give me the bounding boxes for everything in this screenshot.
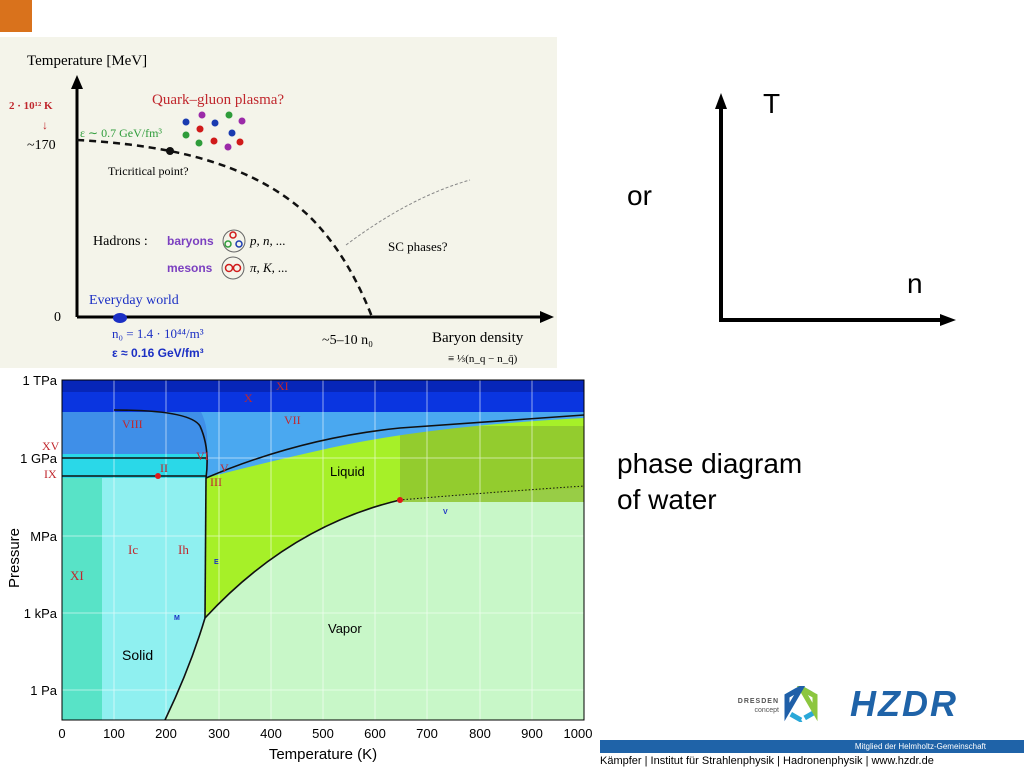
xi-region xyxy=(62,476,102,720)
ih-label: Ih xyxy=(178,542,189,557)
qcd-phase-diagram: Temperature [MeV] 2 · 10¹² K ↓ ~170 0 Qu… xyxy=(0,37,557,370)
solid-label: Solid xyxy=(122,647,153,663)
hzdr-logo-text: HZDR xyxy=(850,683,958,724)
water-phase-diagram: Liquid Vapor Solid Ic Ih XI VIII VII X X… xyxy=(0,368,600,768)
hzdr-logo: HZDR xyxy=(850,684,958,724)
water-caption-line2: of water xyxy=(617,484,717,515)
water-caption-line1: phase diagram xyxy=(617,448,803,479)
temp-down-arrow: ↓ xyxy=(42,118,48,132)
critical-point xyxy=(397,497,403,503)
x-tick-1000: 1000 xyxy=(564,726,593,741)
xi-top-label: XI xyxy=(276,379,289,393)
tricritical-label: Tricritical point? xyxy=(108,164,189,178)
point-v-label: V xyxy=(443,509,448,516)
everyday-world-label: Everyday world xyxy=(89,293,179,308)
ic-label: Ic xyxy=(128,542,138,557)
tick-0: 0 xyxy=(54,310,61,325)
temperature-axis-title: Temperature (K) xyxy=(269,746,377,763)
dresden-line1: DRESDEN xyxy=(737,698,779,705)
sc-phases-label: SC phases? xyxy=(388,239,448,254)
epsilon-label: ε ≈ 0.16 GeV/fm³ xyxy=(112,346,204,360)
schematic-n-label: n xyxy=(907,268,923,299)
x-tick-700: 700 xyxy=(416,726,438,741)
y-tick-1tpa: 1 TPa xyxy=(23,373,58,388)
ii-label: II xyxy=(160,461,168,475)
y-tick-1pa: 1 Pa xyxy=(30,683,58,698)
water-phase-boundaries xyxy=(62,409,585,721)
x-tick-300: 300 xyxy=(208,726,230,741)
quark-dots xyxy=(182,111,246,151)
x-tick-600: 600 xyxy=(364,726,386,741)
helmholtz-member-text: Mitglied der Helmholtz-Gemeinschaft xyxy=(854,742,986,751)
x-tick-400: 400 xyxy=(260,726,282,741)
accent-square xyxy=(0,0,32,32)
schematic-x-arrowhead xyxy=(940,314,956,326)
x-tick-label: ~5–10 n₀ xyxy=(322,333,373,348)
y-tick-mpa: MPa xyxy=(30,529,58,544)
triple-point-ii xyxy=(155,473,161,479)
x-tick-200: 200 xyxy=(155,726,177,741)
water-grid xyxy=(62,380,584,720)
schematic-y-arrowhead xyxy=(715,93,727,109)
temp-kelvin-label: 2 · 10¹² K xyxy=(9,100,53,112)
pressure-axis-title: Pressure xyxy=(6,528,23,588)
qcd-y-arrowhead xyxy=(71,75,83,89)
dresden-concept-logo: DRESDEN concept xyxy=(735,684,825,724)
energy-density-label: ε ∼ 0.7 GeV/fm³ xyxy=(80,126,162,140)
everyday-world-point xyxy=(113,313,127,323)
water-plot-frame xyxy=(61,379,585,721)
water-caption: phase diagram of water xyxy=(617,446,802,518)
x-tick-900: 900 xyxy=(521,726,543,741)
y-tick-1kpa: 1 kPa xyxy=(24,606,58,621)
x-tick-100: 100 xyxy=(103,726,125,741)
vii-label: VII xyxy=(284,413,301,427)
vi-label: VI xyxy=(196,449,209,463)
x-tick-0: 0 xyxy=(58,726,65,741)
n0-label: n₀ = 1.4 · 10⁴⁴/m³ xyxy=(112,326,204,341)
footer-citation: Kämpfer | Institut für Strahlenphysik | … xyxy=(600,755,934,767)
qcd-background xyxy=(0,37,557,370)
ix-label: IX xyxy=(44,467,57,481)
schematic-axes xyxy=(715,93,956,326)
sc-boundary xyxy=(345,179,471,246)
baryons-label: baryons xyxy=(167,234,214,248)
vapor-label: Vapor xyxy=(328,621,362,636)
qcd-x-title: Baryon density xyxy=(432,330,524,346)
tricritical-point xyxy=(166,147,174,155)
qcd-x-arrowhead xyxy=(540,311,554,323)
mesons-examples: π, K, ... xyxy=(250,260,288,275)
y-tick-1gpa: 1 GPa xyxy=(20,451,58,466)
baryon-icon xyxy=(222,229,246,253)
x-tick-500: 500 xyxy=(312,726,334,741)
viii-label: VIII xyxy=(122,417,143,431)
xv-label: XV xyxy=(42,439,60,453)
v-label: V xyxy=(220,461,229,475)
iii-label: III xyxy=(210,475,222,489)
baryons-examples: p, n, ... xyxy=(249,233,286,248)
mesons-label: mesons xyxy=(167,261,213,275)
dresden-line2: concept xyxy=(754,707,779,714)
tick-170: ~170 xyxy=(27,138,56,153)
supercritical-region xyxy=(400,426,584,502)
hadrons-label: Hadrons : xyxy=(93,234,148,249)
qcd-x-definition: ≡ ⅓(n_q − n_q̄) xyxy=(448,353,518,365)
xi-low-label: XI xyxy=(70,568,84,583)
x-tick-800: 800 xyxy=(469,726,491,741)
qcd-y-title: Temperature [MeV] xyxy=(27,53,147,69)
ice-viii-region xyxy=(62,410,208,454)
x-label: X xyxy=(244,391,253,405)
liquid-label: Liquid xyxy=(330,464,365,479)
qcd-phase-boundary xyxy=(76,138,374,318)
point-m-label: M xyxy=(174,615,180,622)
meson-icon xyxy=(221,256,245,280)
point-e-label: E xyxy=(214,559,219,566)
schematic-t-label: T xyxy=(763,88,781,119)
dresden-hexagon-icon xyxy=(784,686,818,722)
qgp-label: Quark–gluon plasma? xyxy=(152,92,284,108)
footer-bar xyxy=(600,740,1024,753)
or-label: or xyxy=(627,180,652,211)
